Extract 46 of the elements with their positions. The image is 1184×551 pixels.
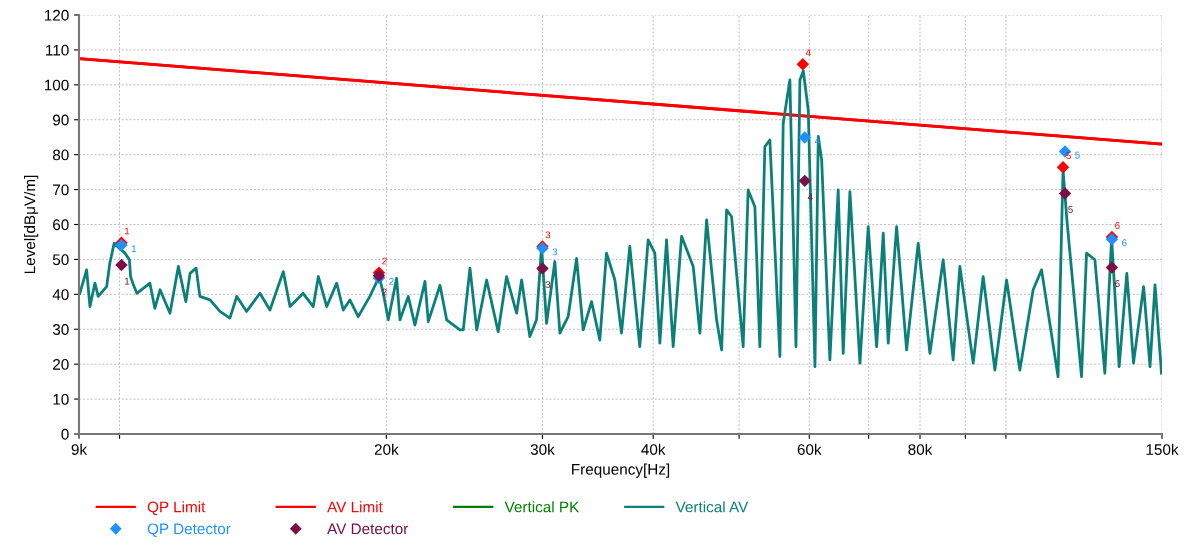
y-tick-label: 10 — [53, 393, 69, 405]
annotation: 1 — [131, 245, 137, 253]
x-tick-label: 60k — [797, 443, 822, 455]
y-tick-label: 40 — [52, 289, 69, 301]
legend-label: QP Limit — [147, 501, 206, 516]
y-tick-label: 0 — [61, 428, 69, 440]
annotation: 2 — [389, 278, 394, 285]
annotation: 3 — [552, 248, 558, 256]
legend-label: QP Detector — [147, 523, 231, 537]
annotation: 4 — [805, 49, 811, 56]
x-tick-label: 150k — [1146, 443, 1179, 455]
annotation: 6 — [1115, 280, 1120, 287]
y-tick-label: 80 — [52, 149, 69, 161]
y-tick-label: 110 — [46, 44, 69, 56]
y-tick-label: 20 — [53, 359, 69, 370]
x-tick-label: 30k — [530, 443, 555, 455]
y-tick-label: 90 — [53, 114, 69, 126]
annotation: 3 — [545, 281, 551, 289]
x-tick-label: 9k — [71, 443, 88, 455]
x-tick-label: 80k — [908, 443, 933, 455]
annotation: 5 — [1068, 206, 1073, 213]
annotation: 5 — [1075, 151, 1080, 159]
legend-label: AV Detector — [327, 523, 409, 535]
annotation: 2 — [382, 288, 387, 296]
annotation: 1 — [125, 277, 130, 285]
legend-label: AV Limit — [327, 501, 383, 513]
annotation: 3 — [545, 231, 551, 239]
y-tick-label: 50 — [52, 254, 69, 266]
legend-label: Vertical AV — [675, 501, 749, 513]
annotation: 5 — [1066, 152, 1071, 159]
annotation: 1 — [125, 227, 130, 235]
y-tick-label: 30 — [52, 324, 69, 335]
y-tick-label: 100 — [44, 79, 69, 91]
legend-label: Vertical PK — [504, 501, 580, 513]
y-tick-label: 60 — [53, 219, 69, 231]
x-tick-label: 40k — [641, 443, 666, 455]
y-tick-label: 70 — [53, 184, 69, 196]
x-axis-title: Frequency[Hz] — [572, 463, 670, 478]
annotation: 6 — [1122, 239, 1127, 247]
annotation: 4 — [807, 193, 813, 201]
y-tick-label: 120 — [44, 9, 69, 21]
y-axis-title: Level[dBμV/m] — [23, 175, 39, 274]
x-tick-label: 20k — [374, 443, 399, 455]
annotation: 6 — [1115, 221, 1120, 229]
annotation: 4 — [814, 137, 820, 145]
annotation: 2 — [382, 257, 387, 265]
